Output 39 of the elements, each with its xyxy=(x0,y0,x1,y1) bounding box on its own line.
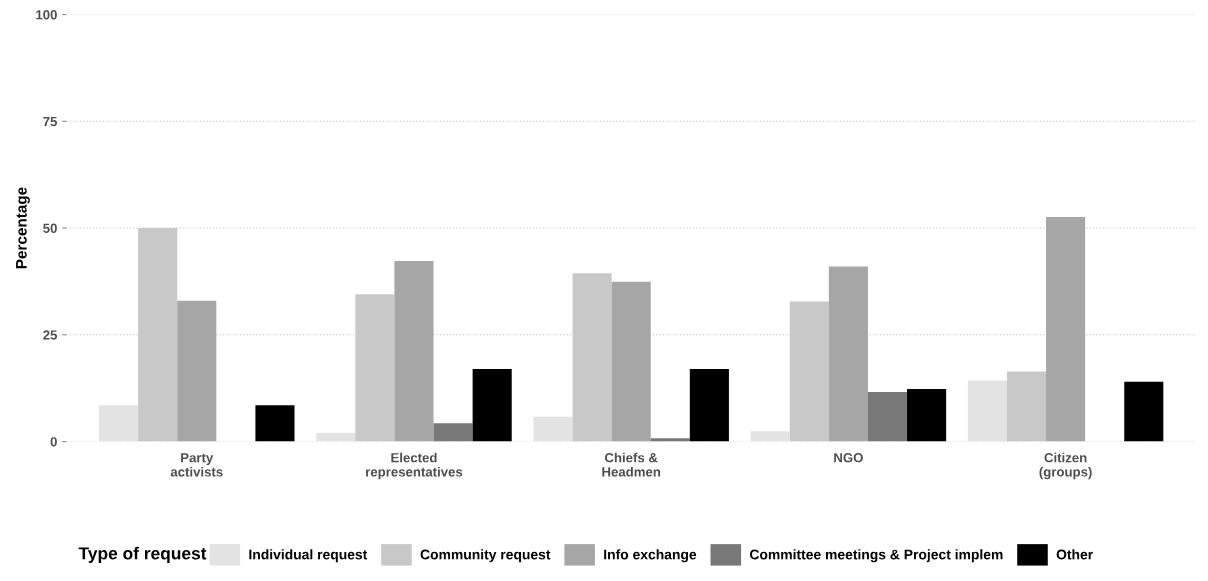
x-tick-label: Chiefs & Headmen xyxy=(602,452,661,477)
legend-label: Committee meetings & Project implem xyxy=(749,549,1003,563)
y-tick-label: 25 xyxy=(43,330,58,340)
bar xyxy=(867,392,908,442)
bar xyxy=(355,294,395,442)
bar xyxy=(99,405,139,442)
bar xyxy=(1124,381,1164,442)
legend-title: Type of request xyxy=(78,546,207,563)
bar xyxy=(572,273,612,442)
bar xyxy=(1046,216,1086,442)
bar xyxy=(828,266,868,442)
bar xyxy=(255,405,295,442)
legend-label: Individual request xyxy=(249,549,368,563)
bar xyxy=(316,433,356,442)
x-tick-label: Elected representatives xyxy=(366,452,463,480)
y-tick-label: 75 xyxy=(43,116,58,127)
legend-label: Info exchange xyxy=(604,549,697,563)
bar xyxy=(472,368,512,442)
bar xyxy=(533,416,573,442)
bar xyxy=(138,228,178,442)
legend-label: Other xyxy=(1056,549,1093,560)
y-axis-title: Percentage xyxy=(16,187,30,269)
bar xyxy=(1006,371,1047,442)
bar xyxy=(907,389,947,442)
bar xyxy=(433,423,473,442)
bar xyxy=(750,431,790,442)
y-tick-label: 50 xyxy=(43,223,57,233)
bar xyxy=(177,300,217,442)
x-tick-label: Party activists xyxy=(170,453,223,477)
bar xyxy=(789,301,829,442)
bar xyxy=(394,260,434,442)
bar xyxy=(689,368,729,442)
x-tick-label: NGO xyxy=(834,453,863,463)
bar xyxy=(967,380,1007,442)
y-tick-label: 0 xyxy=(50,437,57,447)
legend-label: Community request xyxy=(420,549,551,563)
y-tick-label: 100 xyxy=(36,10,57,20)
bar xyxy=(611,281,651,442)
x-tick-label: Citizen (groups) xyxy=(1039,452,1092,480)
